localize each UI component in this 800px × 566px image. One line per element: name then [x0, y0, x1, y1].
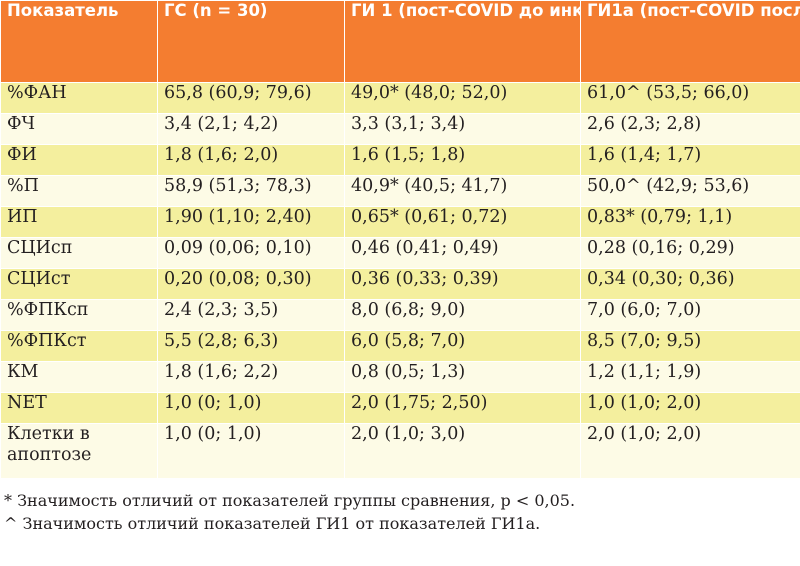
table-body: %ФАН 65,8 (60,9; 79,6) 49,0* (48,0; 52,0… — [0, 82, 800, 479]
footnote-gi1-vs-gi1a: ^ Значимость отличий показателей ГИ1 от … — [4, 514, 541, 533]
cell-indicator: %ФПКсп — [0, 299, 158, 331]
cell-indicator: СЦИст — [0, 268, 158, 300]
cell-gs: 1,8 (1,6; 2,2) — [157, 361, 345, 393]
footnote-significance: * Значимость отличий от показателей груп… — [4, 491, 576, 510]
cell-gi1a: 61,0^ (53,5; 66,0) — [580, 82, 800, 114]
cell-gi1a: 50,0^ (42,9; 53,6) — [580, 175, 800, 207]
cell-gi1a: 0,83* (0,79; 1,1) — [580, 206, 800, 238]
cell-gi1: 0,36 (0,33; 0,39) — [344, 268, 581, 300]
cell-gi1a: 2,0 (1,0; 2,0) — [580, 423, 800, 479]
cell-indicator: ФЧ — [0, 113, 158, 145]
table-row: СЦИст 0,20 (0,08; 0,30) 0,36 (0,33; 0,39… — [0, 268, 800, 300]
cell-indicator: КМ — [0, 361, 158, 393]
table-row: СЦИсп 0,09 (0,06; 0,10) 0,46 (0,41; 0,49… — [0, 237, 800, 269]
table-figure: Показатель ГС (n = 30) ГИ 1 (пост-COVID … — [0, 0, 800, 535]
cell-indicator: СЦИсп — [0, 237, 158, 269]
table-row: %П 58,9 (51,3; 78,3) 40,9* (40,5; 41,7) … — [0, 175, 800, 207]
cell-indicator: ФИ — [0, 144, 158, 176]
table-header: Показатель ГС (n = 30) ГИ 1 (пост-COVID … — [0, 0, 800, 83]
cell-gi1a: 7,0 (6,0; 7,0) — [580, 299, 800, 331]
cell-indicator: %П — [0, 175, 158, 207]
cell-gi1a: 1,0 (1,0; 2,0) — [580, 392, 800, 424]
cell-gs: 3,4 (2,1; 4,2) — [157, 113, 345, 145]
table-row: %ФПКсп 2,4 (2,3; 3,5) 8,0 (6,8; 9,0) 7,0… — [0, 299, 800, 331]
cell-gs: 1,90 (1,10; 2,40) — [157, 206, 345, 238]
cell-gi1: 0,46 (0,41; 0,49) — [344, 237, 581, 269]
cell-gi1a: 0,28 (0,16; 0,29) — [580, 237, 800, 269]
table-row: КМ 1,8 (1,6; 2,2) 0,8 (0,5; 1,3) 1,2 (1,… — [0, 361, 800, 393]
cell-gi1a: 0,34 (0,30; 0,36) — [580, 268, 800, 300]
cell-gi1: 49,0* (48,0; 52,0) — [344, 82, 581, 114]
cell-gs: 1,0 (0; 1,0) — [157, 392, 345, 424]
footnotes: * Значимость отличий от показателей груп… — [0, 479, 800, 535]
table-row: %ФАН 65,8 (60,9; 79,6) 49,0* (48,0; 52,0… — [0, 82, 800, 114]
cell-gs: 1,0 (0; 1,0) — [157, 423, 345, 479]
cell-gi1: 1,6 (1,5; 1,8) — [344, 144, 581, 176]
cell-gi1a: 1,2 (1,1; 1,9) — [580, 361, 800, 393]
table-row: %ФПКст 5,5 (2,8; 6,3) 6,0 (5,8; 7,0) 8,5… — [0, 330, 800, 362]
header-gs: ГС (n = 30) — [157, 0, 345, 83]
header-indicator: Показатель — [0, 0, 158, 83]
results-table: Показатель ГС (n = 30) ГИ 1 (пост-COVID … — [0, 0, 800, 479]
table-row: ФЧ 3,4 (2,1; 4,2) 3,3 (3,1; 3,4) 2,6 (2,… — [0, 113, 800, 145]
cell-gi1: 0,8 (0,5; 1,3) — [344, 361, 581, 393]
cell-gs: 0,09 (0,06; 0,10) — [157, 237, 345, 269]
header-row: Показатель ГС (n = 30) ГИ 1 (пост-COVID … — [0, 0, 800, 83]
cell-gi1: 0,65* (0,61; 0,72) — [344, 206, 581, 238]
header-gi1a: ГИ1а (пост-COVID после инкубации с ГП) (… — [580, 0, 800, 83]
header-gi1: ГИ 1 (пост-COVID до инкубации с ГП) (n =… — [344, 0, 581, 83]
cell-gi1a: 1,6 (1,4; 1,7) — [580, 144, 800, 176]
table-row: ИП 1,90 (1,10; 2,40) 0,65* (0,61; 0,72) … — [0, 206, 800, 238]
cell-gs: 5,5 (2,8; 6,3) — [157, 330, 345, 362]
cell-gs: 65,8 (60,9; 79,6) — [157, 82, 345, 114]
cell-gi1: 2,0 (1,75; 2,50) — [344, 392, 581, 424]
cell-indicator: NET — [0, 392, 158, 424]
cell-indicator: %ФПКст — [0, 330, 158, 362]
cell-gi1: 3,3 (3,1; 3,4) — [344, 113, 581, 145]
table-row: NET 1,0 (0; 1,0) 2,0 (1,75; 2,50) 1,0 (1… — [0, 392, 800, 424]
table-row: Клетки в апоптозе 1,0 (0; 1,0) 2,0 (1,0;… — [0, 423, 800, 479]
cell-indicator: Клетки в апоптозе — [0, 423, 158, 479]
cell-gi1: 6,0 (5,8; 7,0) — [344, 330, 581, 362]
cell-gs: 0,20 (0,08; 0,30) — [157, 268, 345, 300]
cell-gs: 2,4 (2,3; 3,5) — [157, 299, 345, 331]
cell-gi1a: 8,5 (7,0; 9,5) — [580, 330, 800, 362]
cell-gi1: 2,0 (1,0; 3,0) — [344, 423, 581, 479]
cell-indicator: %ФАН — [0, 82, 158, 114]
cell-gi1: 8,0 (6,8; 9,0) — [344, 299, 581, 331]
cell-indicator-text: Клетки в апоптозе — [7, 424, 92, 466]
cell-indicator: ИП — [0, 206, 158, 238]
cell-gs: 58,9 (51,3; 78,3) — [157, 175, 345, 207]
cell-gs: 1,8 (1,6; 2,0) — [157, 144, 345, 176]
cell-gi1a: 2,6 (2,3; 2,8) — [580, 113, 800, 145]
cell-gi1: 40,9* (40,5; 41,7) — [344, 175, 581, 207]
table-row: ФИ 1,8 (1,6; 2,0) 1,6 (1,5; 1,8) 1,6 (1,… — [0, 144, 800, 176]
